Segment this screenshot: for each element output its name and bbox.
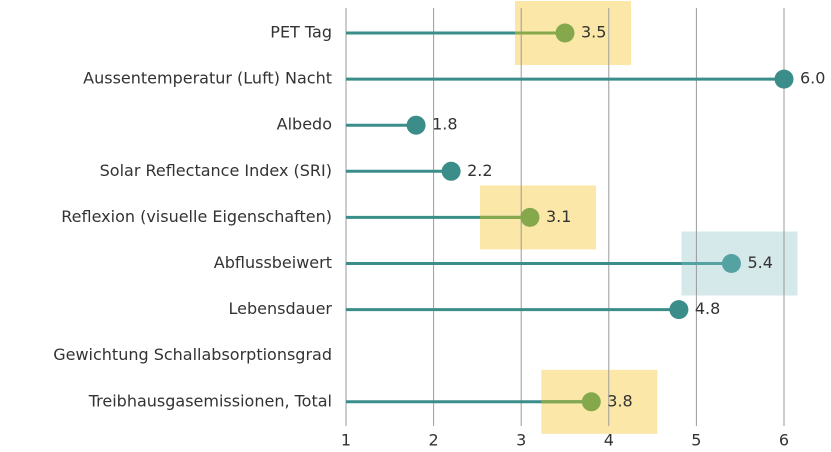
lollipop-dot	[555, 23, 575, 43]
x-tick-label: 1	[341, 431, 351, 450]
category-label: Lebensdauer	[229, 299, 333, 318]
lollipop-dot	[774, 69, 794, 89]
x-tick-label: 5	[691, 431, 701, 450]
lollipop-dot	[441, 161, 461, 181]
category-label: Reflexion (visuelle Eigenschaften)	[61, 207, 332, 226]
lollipop-dot	[721, 254, 741, 273]
data-label: 3.1	[546, 207, 571, 226]
category-label: Treibhausgasemissionen, Total	[88, 391, 332, 410]
lollipop-dot	[406, 115, 426, 135]
data-label: 3.8	[607, 391, 632, 410]
x-tick-label: 6	[779, 431, 789, 450]
category-label: Gewichtung Schallabsorptionsgrad	[53, 345, 332, 364]
x-tick-label: 4	[604, 431, 614, 450]
category-label: Albedo	[277, 115, 332, 134]
lollipop-dot	[581, 392, 601, 412]
data-label: 2.2	[467, 161, 492, 180]
data-label: 1.8	[432, 115, 457, 134]
category-label: Solar Reflectance Index (SRI)	[100, 161, 332, 180]
x-tick-label: 2	[429, 431, 439, 450]
data-label: 6.0	[800, 69, 825, 88]
data-label: 5.4	[747, 253, 772, 272]
category-label: Abflussbeiwert	[214, 253, 332, 272]
data-label: 4.8	[695, 299, 720, 318]
category-label: Aussentemperatur (Luft) Nacht	[83, 69, 332, 88]
lollipop-dot	[520, 207, 540, 227]
x-tick-label: 3	[516, 431, 526, 450]
category-label: PET Tag	[270, 23, 332, 42]
data-label: 3.5	[581, 23, 606, 42]
lollipop-dot	[669, 300, 689, 320]
